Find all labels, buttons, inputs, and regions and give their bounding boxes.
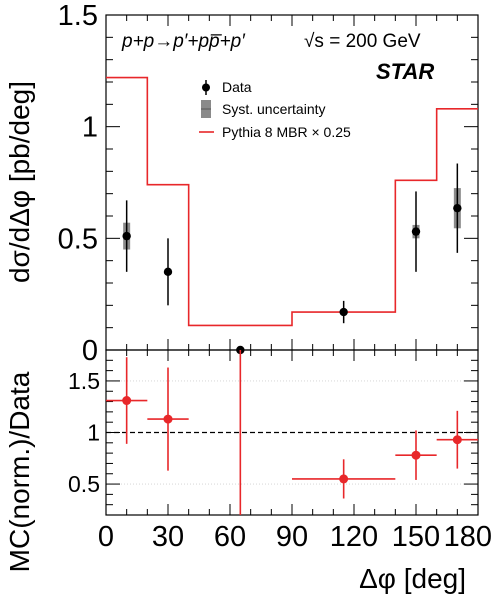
x-tick-label: 180 xyxy=(444,521,492,553)
data-point xyxy=(453,163,462,253)
legend-entry-syst: Syst. uncertainty xyxy=(222,101,326,117)
y-tick-label: 0 xyxy=(82,335,98,367)
data-marker xyxy=(122,231,131,241)
ratio-marker xyxy=(411,450,421,460)
y-tick-label: 1 xyxy=(87,420,100,446)
bottom-y-tick-labels: 0.5 1 1.5 xyxy=(68,368,100,497)
ratio-marker xyxy=(122,396,132,406)
legend-entry-data: Data xyxy=(222,79,252,95)
pythia-histogram xyxy=(106,76,478,327)
data-marker xyxy=(339,307,348,317)
ratio-marker xyxy=(163,414,173,424)
bottom-y-axis-title: MC(norm.)/Data xyxy=(4,371,35,572)
top-axis-ticks xyxy=(105,14,479,351)
bottom-axis-ticks xyxy=(105,349,479,515)
x-tick-label: 120 xyxy=(330,521,378,553)
bottom-grid-lines xyxy=(106,380,478,485)
x-axis-title: Δφ [deg] xyxy=(359,563,466,594)
y-tick-label: 0.5 xyxy=(68,471,100,497)
data-point xyxy=(411,191,421,272)
x-tick-label: 30 xyxy=(152,521,184,553)
x-tick-label: 60 xyxy=(214,521,246,553)
pythia-histogram-line xyxy=(106,76,478,327)
data-marker xyxy=(411,227,421,236)
data-point xyxy=(339,300,348,324)
legend-syst-marker xyxy=(201,100,211,118)
y-tick-label: 0.5 xyxy=(58,223,98,255)
experiment-logo: STAR xyxy=(376,59,434,84)
y-tick-label: 1.5 xyxy=(58,0,98,32)
x-tick-labels: 0 30 60 90 120 150 180 xyxy=(98,521,492,553)
ratio-point xyxy=(436,410,478,469)
energy-label: √s = 200 GeV xyxy=(304,31,421,52)
ratio-marker xyxy=(339,474,349,484)
legend-data-marker xyxy=(202,80,210,95)
y-tick-label: 1.5 xyxy=(68,368,100,394)
top-y-axis-title: dσ/dΔφ [pb/deg] xyxy=(4,81,35,283)
legend-entry-pythia: Pythia 8 MBR × 0.25 xyxy=(222,124,351,140)
bottom-panel: 0.511.5 0 30 60 90 120 150 180 MC(norm.)/Data … xyxy=(4,349,492,594)
x-tick-label: 0 xyxy=(98,521,114,553)
data-points xyxy=(122,163,462,355)
ratio-marker xyxy=(452,435,462,445)
legend: Data Syst. uncertainty Pythia 8 MBR × 0.… xyxy=(199,79,351,140)
ratio-point xyxy=(395,430,437,480)
process-label: p+p→p′+pp̅+p′ xyxy=(121,31,246,52)
top-panel: 0 0.5 1 1.5 dσ/dΔφ [pb/deg] p+p→p′+pp̅+p′ √… xyxy=(4,0,479,367)
ratio-point xyxy=(292,459,396,499)
data-point xyxy=(163,238,173,306)
data-marker xyxy=(453,203,462,213)
top-y-tick-labels: 0 0.5 1 1.5 xyxy=(58,0,98,367)
data-point xyxy=(122,200,131,272)
x-tick-label: 90 xyxy=(276,521,308,553)
ratio-point xyxy=(147,367,189,471)
y-tick-label: 1 xyxy=(82,112,98,144)
ratio-points xyxy=(106,350,478,515)
data-marker xyxy=(163,267,173,277)
x-tick-label: 150 xyxy=(392,521,440,553)
ratio-point xyxy=(106,357,148,444)
